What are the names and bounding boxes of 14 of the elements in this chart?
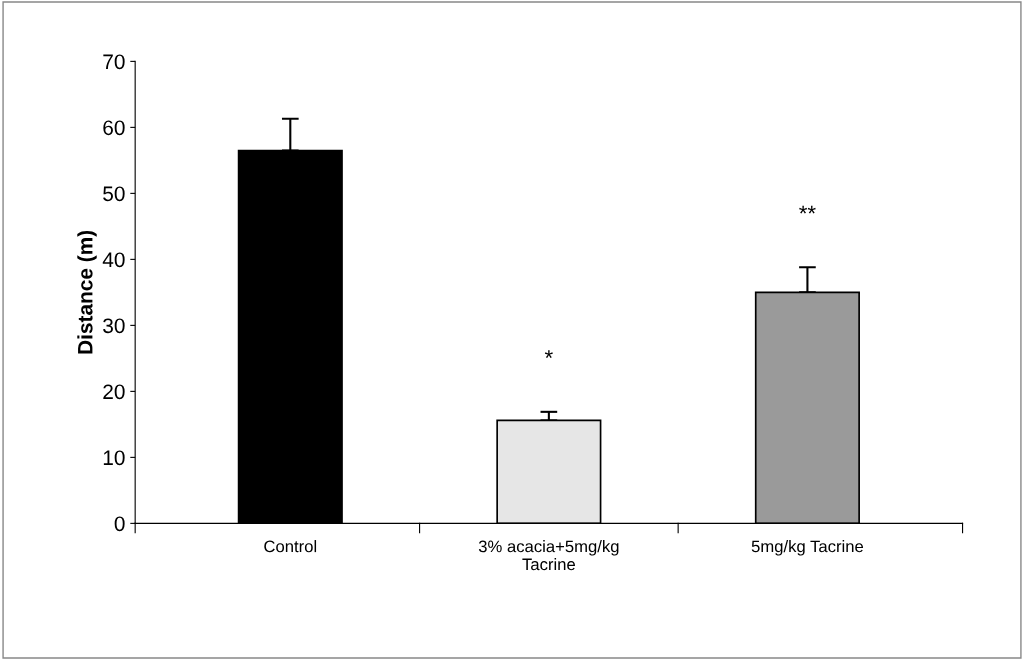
- y-tick-label: 70: [103, 54, 125, 70]
- y-tick-label: 60: [103, 120, 125, 136]
- y-tick-label: 10: [103, 450, 125, 466]
- y-tick-label: 20: [103, 384, 125, 400]
- y-tick-label: 30: [103, 318, 125, 334]
- y-tick-label: 40: [102, 252, 125, 268]
- y-tick-label: 0: [114, 516, 125, 532]
- x-tick-label: 3% acacia+5mg/kg Tacrine: [478, 540, 619, 571]
- annotation: *: [544, 350, 553, 359]
- y-axis-title: Distance (m): [77, 230, 97, 354]
- annotation: **: [799, 205, 816, 214]
- x-tick-label: Control: [264, 540, 317, 553]
- y-tick-label: 50: [103, 186, 125, 202]
- x-tick-label: 5mg/kg Tacrine: [751, 540, 864, 556]
